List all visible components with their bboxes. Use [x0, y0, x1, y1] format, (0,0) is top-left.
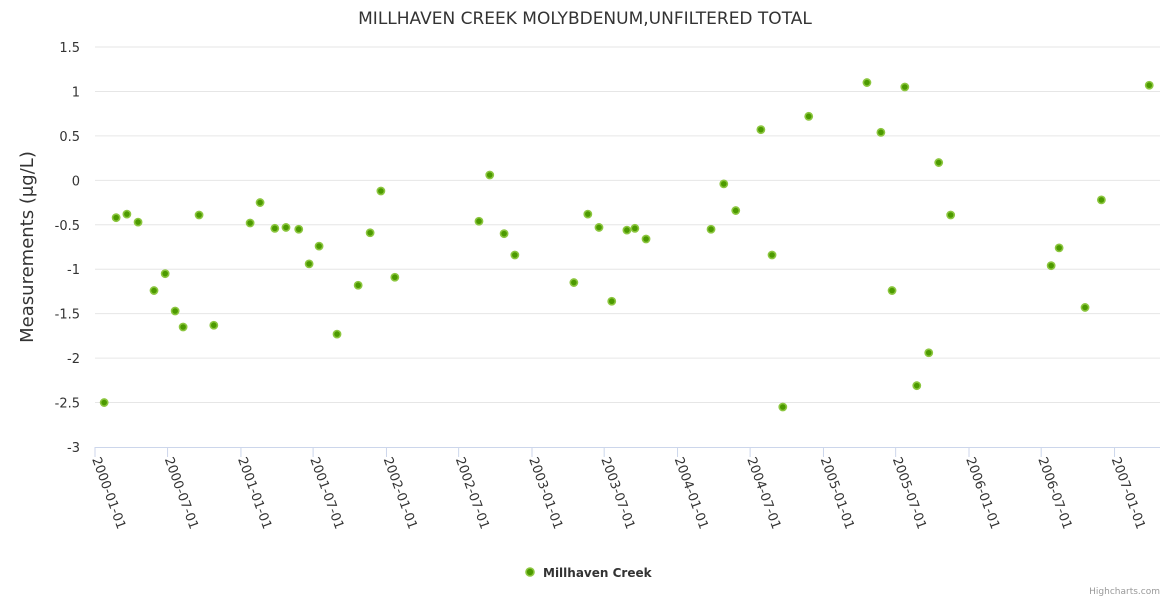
chart-title: MILLHAVEN CREEK MOLYBDENUM,UNFILTERED TO…	[358, 9, 812, 29]
x-tick-label: 2004-01-01	[671, 455, 711, 531]
data-point[interactable]	[332, 329, 342, 339]
data-point[interactable]	[281, 223, 291, 232]
data-point[interactable]	[314, 241, 324, 251]
data-point[interactable]	[1096, 195, 1106, 205]
data-point[interactable]	[804, 111, 814, 121]
y-tick-label: -1.5	[55, 308, 80, 323]
x-tick-label: 2005-01-01	[817, 455, 857, 531]
data-point[interactable]	[1046, 261, 1056, 271]
y-tick-label: -2.5	[55, 397, 80, 412]
data-point[interactable]	[622, 225, 632, 235]
y-tick-label: -1	[67, 263, 80, 278]
data-point[interactable]	[510, 250, 520, 260]
x-tick-label: 2007-01-01	[1108, 455, 1148, 531]
data-point[interactable]	[1144, 80, 1154, 90]
data-point[interactable]	[194, 210, 204, 220]
data-point[interactable]	[485, 170, 495, 180]
data-point[interactable]	[607, 296, 617, 306]
data-point[interactable]	[641, 234, 651, 244]
y-tick-label: -2	[67, 352, 80, 367]
y-tick-label: 0	[72, 174, 80, 189]
data-point[interactable]	[583, 209, 593, 219]
data-point[interactable]	[149, 286, 159, 295]
x-tick-label: 2000-01-01	[88, 455, 128, 531]
legend-item-millhaven-creek[interactable]: Millhaven Creek	[525, 566, 653, 580]
data-point[interactable]	[946, 210, 956, 220]
y-tick-label: 1	[72, 85, 80, 100]
x-tick-label: 2005-07-01	[889, 455, 929, 531]
data-point[interactable]	[474, 216, 484, 226]
data-point[interactable]	[376, 186, 386, 196]
data-point[interactable]	[160, 269, 170, 279]
y-axis-title: Measurements (μg/L)	[17, 151, 38, 343]
x-axis: 2000-01-01 2000-07-01 2001-01-01 2001-07-01…	[88, 447, 1160, 531]
data-point[interactable]	[209, 320, 219, 330]
data-point[interactable]	[900, 82, 910, 92]
data-point[interactable]	[99, 398, 109, 407]
data-point[interactable]	[1054, 243, 1064, 253]
data-point[interactable]	[934, 158, 944, 167]
data-point[interactable]	[178, 322, 188, 332]
data-point[interactable]	[111, 213, 121, 223]
data-point[interactable]	[390, 272, 400, 282]
data-point[interactable]	[924, 348, 934, 358]
data-point[interactable]	[778, 402, 788, 412]
x-tick-label: 2004-07-01	[743, 455, 783, 531]
data-point[interactable]	[862, 78, 872, 87]
data-point[interactable]	[245, 218, 255, 228]
grid-lines	[95, 46, 1160, 404]
data-point[interactable]	[719, 179, 729, 189]
y-axis-labels: -3 -2.5 -2 -1.5 -1 -0.5 0 0.5 1 1.5	[55, 41, 80, 456]
data-point[interactable]	[731, 206, 741, 215]
data-point[interactable]	[304, 259, 314, 269]
data-point[interactable]	[912, 381, 922, 391]
credits-link[interactable]: Highcharts.com	[1089, 587, 1160, 597]
legend-label: Millhaven Creek	[543, 566, 653, 580]
data-point[interactable]	[1080, 303, 1090, 312]
series-millhaven-creek[interactable]	[99, 78, 1154, 412]
data-point[interactable]	[122, 209, 132, 219]
y-tick-label: 1.5	[59, 41, 80, 56]
x-tick-label: 2006-07-01	[1034, 455, 1074, 531]
data-point[interactable]	[756, 125, 766, 135]
x-tick-label: 2002-07-01	[452, 455, 492, 531]
legend-marker	[525, 567, 535, 577]
data-point[interactable]	[294, 224, 304, 234]
data-point[interactable]	[876, 127, 886, 137]
x-tick-label: 2000-07-01	[161, 455, 201, 531]
data-point[interactable]	[255, 198, 265, 207]
data-point[interactable]	[887, 286, 897, 295]
data-point[interactable]	[499, 229, 509, 239]
data-point[interactable]	[353, 280, 363, 290]
data-point[interactable]	[365, 228, 375, 238]
data-point[interactable]	[706, 224, 716, 234]
data-point[interactable]	[630, 223, 640, 233]
y-tick-label: -3	[67, 441, 80, 456]
data-point[interactable]	[569, 278, 579, 287]
data-point[interactable]	[270, 223, 280, 233]
data-point[interactable]	[133, 217, 143, 227]
data-point[interactable]	[594, 223, 604, 232]
data-point[interactable]	[170, 306, 180, 316]
x-tick-label: 2003-07-01	[597, 455, 637, 531]
x-tick-label: 2001-01-01	[234, 455, 274, 531]
x-tick-label: 2002-01-01	[380, 455, 420, 531]
x-tick-label: 2001-07-01	[306, 455, 346, 531]
y-tick-label: 0.5	[59, 130, 80, 145]
x-tick-label: 2003-01-01	[525, 455, 565, 531]
x-tick-label: 2006-01-01	[962, 455, 1002, 531]
data-point[interactable]	[767, 250, 777, 260]
y-tick-label: -0.5	[55, 219, 80, 234]
